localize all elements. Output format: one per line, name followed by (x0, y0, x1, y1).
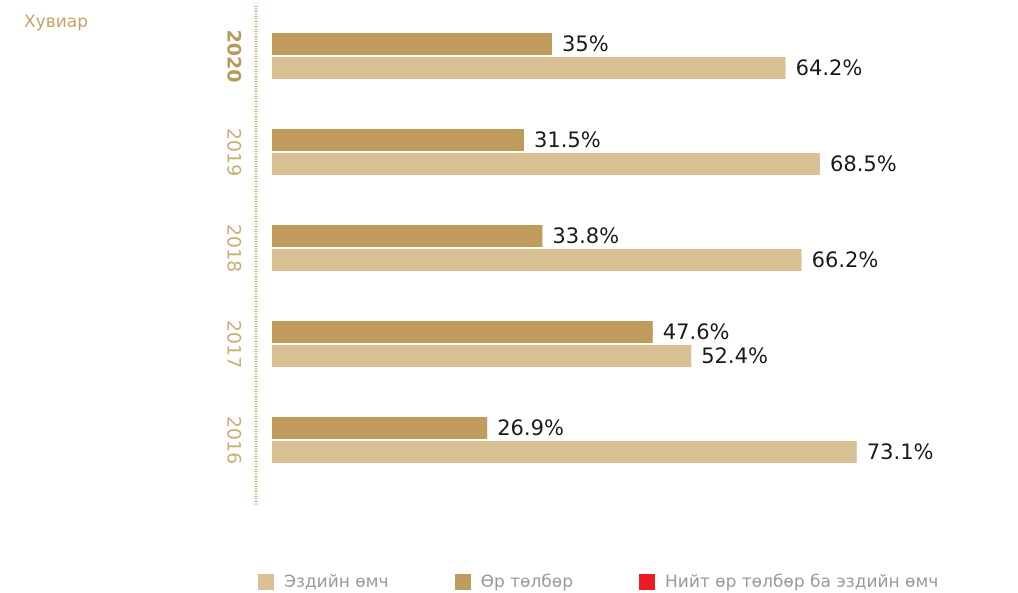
year-label: 2016 (223, 416, 245, 464)
data-label: 35% (562, 32, 609, 56)
legend-swatch (638, 574, 655, 590)
bar-liabilities (272, 225, 543, 247)
data-label: 73.1% (867, 440, 934, 464)
bar-equity (272, 153, 820, 175)
legend-swatch (454, 574, 471, 590)
data-label: 64.2% (796, 56, 863, 80)
year-label: 2019 (223, 128, 245, 176)
year-label: 2017 (223, 320, 245, 368)
bar-equity (272, 441, 857, 463)
legend-label: Эздийн өмч (284, 572, 389, 592)
legend-item: Нийт өр төлбөр ба эздийн өмч (638, 572, 939, 592)
bar-liabilities (272, 33, 552, 55)
bar-equity (272, 57, 786, 79)
data-label: 52.4% (701, 344, 768, 368)
year-label: 2020 (223, 30, 245, 83)
data-label: 68.5% (830, 152, 897, 176)
bar-equity (272, 249, 802, 271)
legend-item: Эздийн өмч (258, 572, 389, 592)
legend-label: Нийт өр төлбөр ба эздийн өмч (664, 572, 939, 592)
data-label: 26.9% (497, 416, 564, 440)
year-label: 2018 (223, 224, 245, 272)
bar-liabilities (272, 129, 524, 151)
bar-equity (272, 345, 692, 367)
bar-liabilities (272, 417, 488, 439)
unit-label: Хувиар (24, 12, 88, 32)
data-label: 66.2% (812, 248, 879, 272)
legend-item: Өр төлбөр (454, 572, 573, 592)
data-label: 31.5% (534, 128, 601, 152)
data-label: 47.6% (663, 320, 730, 344)
data-label: 33.8% (552, 224, 619, 248)
chart-legend: Эздийн өмч Өр төлбөр Нийт өр төлбөр ба эзд… (258, 572, 938, 592)
bar-chart: 2020 35% 64.2% 2019 31.5% 68.5% 2018 33.8% 66.2%… (223, 6, 934, 505)
bar-liabilities (272, 321, 653, 343)
legend-label: Өр төлбөр (480, 572, 573, 592)
legend-swatch (258, 574, 274, 590)
